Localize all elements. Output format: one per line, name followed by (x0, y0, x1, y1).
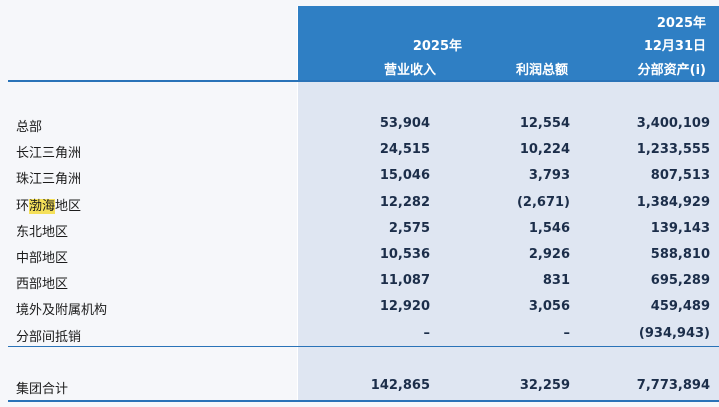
row-label: 西部地区 (16, 273, 68, 292)
profit-cell: 12,554 (519, 116, 570, 131)
profit-cell: 3,793 (528, 168, 570, 183)
assets-cell: 1,384,929 (636, 195, 710, 210)
row-label-text: 长江三角洲 (16, 146, 82, 161)
highlighted-text: 渤海 (29, 199, 56, 214)
profit-cell: 1,546 (528, 221, 570, 236)
assets-cell: 695,289 (650, 273, 710, 288)
total-rule-bottom (8, 400, 719, 402)
row-label-text: 总部 (16, 120, 43, 135)
col1-label-header: 营业收入 (383, 63, 436, 78)
total-profit: 32,259 (519, 378, 570, 393)
profit-cell: (2,671) (516, 195, 570, 210)
row-label: 环渤海地区 (16, 195, 81, 214)
assets-cell: 588,810 (650, 247, 710, 262)
col3-year-header: 2025年 (656, 16, 706, 31)
row-label-text: 地区 (55, 199, 82, 214)
total-assets: 7,773,894 (636, 378, 710, 393)
col3-label-header: 分部资产(i) (637, 63, 706, 78)
numeric-columns-shade (297, 82, 719, 400)
revenue-cell: 12,920 (379, 299, 430, 314)
profit-cell: 831 (542, 273, 570, 288)
assets-cell: 3,400,109 (636, 116, 710, 131)
revenue-cell: 2,575 (388, 221, 430, 236)
assets-cell: 807,513 (650, 168, 710, 183)
row-label: 分部间抵销 (16, 326, 81, 345)
revenue-cell: 24,515 (379, 142, 430, 157)
revenue-cell: 15,046 (379, 168, 430, 183)
assets-cell: 1,233,555 (636, 142, 710, 157)
assets-cell: 139,143 (650, 221, 710, 236)
row-label-text: 东北地区 (16, 225, 69, 240)
revenue-cell: 11,087 (379, 273, 430, 288)
row-label-text: 境外及附属机构 (16, 303, 108, 318)
table-header-band (297, 6, 719, 80)
profit-cell: – (563, 326, 571, 341)
total-revenue: 142,865 (370, 378, 430, 393)
row-label-text: 环 (16, 199, 30, 214)
revenue-cell: 53,904 (379, 116, 430, 131)
row-label: 境外及附属机构 (16, 299, 107, 318)
total-rule-top (8, 346, 719, 347)
row-label-text: 西部地区 (16, 277, 69, 292)
row-label: 东北地区 (16, 221, 68, 240)
revenue-cell: 12,282 (379, 195, 430, 210)
revenue-cell: 10,536 (379, 247, 430, 262)
row-label: 长江三角洲 (16, 142, 81, 161)
row-label: 总部 (16, 116, 42, 135)
row-label-text: 珠江三角洲 (16, 172, 82, 187)
profit-cell: 3,056 (528, 299, 570, 314)
revenue-cell: – (423, 326, 431, 341)
col2-label-header: 利润总额 (515, 63, 568, 78)
assets-cell: (934,943) (638, 326, 710, 341)
row-label-text: 分部间抵销 (16, 330, 82, 345)
row-label-text: 中部地区 (16, 251, 69, 266)
header-rule (8, 80, 719, 82)
total-label: 集团合计 (16, 382, 69, 397)
col3-date-header: 12月31日 (643, 39, 706, 54)
profit-cell: 10,224 (519, 142, 570, 157)
column-divider (297, 6, 298, 400)
profit-cell: 2,926 (528, 247, 570, 262)
assets-cell: 459,489 (650, 299, 710, 314)
row-label: 珠江三角洲 (16, 168, 81, 187)
col1-year-header: 2025年 (412, 39, 462, 54)
row-label: 中部地区 (16, 247, 68, 266)
